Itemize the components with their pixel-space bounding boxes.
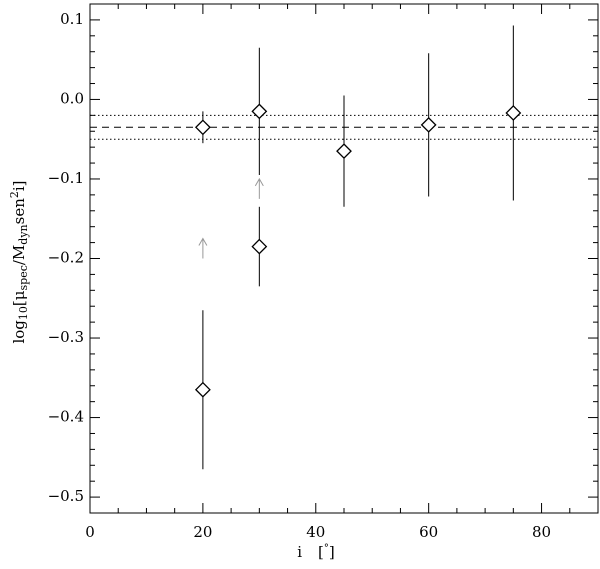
x-label-part: [: [318, 543, 324, 561]
y-label-part: [μ: [10, 290, 28, 306]
y-label-part: sen: [10, 198, 28, 225]
point: [420, 116, 437, 133]
point: [505, 105, 522, 121]
point: [251, 103, 268, 120]
plot-frame: [89, 3, 599, 514]
point: [251, 238, 268, 255]
point: [336, 143, 352, 160]
x-label-part: i: [297, 543, 302, 561]
y-tick-label: −0.2: [48, 249, 84, 267]
y-tick-label: 0.1: [60, 10, 84, 28]
x-tick-label: 80: [532, 523, 551, 541]
y-tick-label: 0.0: [60, 89, 84, 107]
x-tick-label: 60: [419, 523, 438, 541]
x-axis-label: i [°]: [297, 543, 335, 562]
point: [194, 381, 211, 398]
x-label-part: ]: [329, 543, 335, 561]
y-tick-label: −0.3: [48, 328, 84, 346]
y-label-part: 10: [17, 306, 30, 320]
y-label-part: 2: [8, 191, 21, 198]
y-axis-label: log10[μspec/Mdynsen2i]: [8, 180, 30, 343]
x-tick-label: 0: [85, 523, 95, 541]
y-label-part: log: [10, 320, 28, 344]
y-tick-label: −0.1: [48, 169, 84, 187]
x-label-part: °: [324, 543, 329, 554]
limit-arrow: [198, 237, 208, 259]
limit-arrow: [254, 177, 264, 199]
y-label-part: spec: [17, 265, 30, 290]
y-label-part: dyn: [17, 224, 30, 244]
x-tick-label: 20: [193, 523, 212, 541]
y-label-part: i]: [10, 180, 28, 191]
y-tick-label: −0.4: [48, 408, 84, 426]
point: [194, 119, 211, 136]
y-tick-label: −0.5: [48, 487, 84, 505]
x-tick-label: 40: [306, 523, 325, 541]
y-label-part: /M: [10, 245, 28, 265]
